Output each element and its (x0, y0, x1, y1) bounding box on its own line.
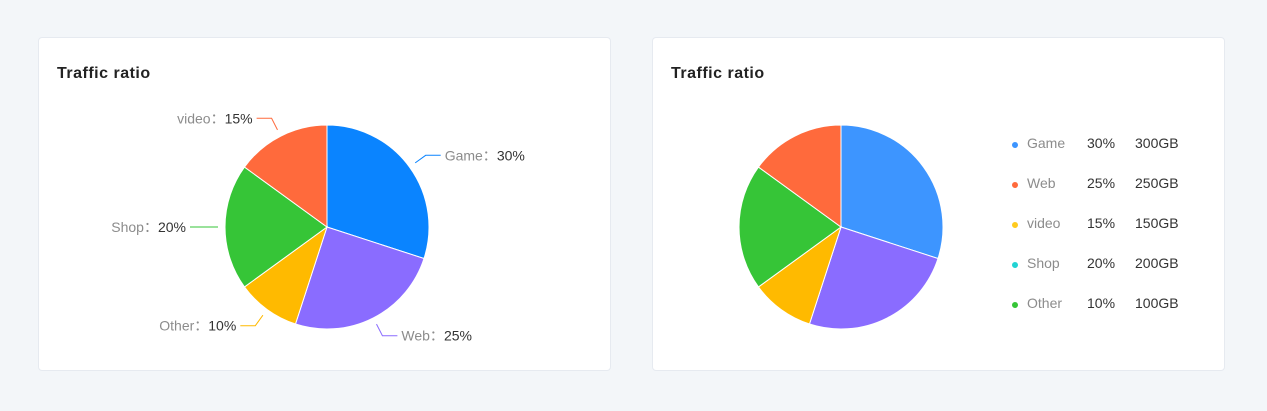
label-line-game (414, 154, 441, 164)
legend-dot-icon (1012, 302, 1018, 308)
legend-percent: 25% (1087, 175, 1116, 191)
legend-percent: 30% (1087, 135, 1116, 151)
label-line-video (256, 117, 278, 131)
pie-slice-web[interactable] (808, 226, 939, 330)
pie-slice-shop[interactable] (224, 166, 328, 288)
legend-name: video (1027, 215, 1061, 231)
legend-percent: 20% (1087, 255, 1116, 271)
traffic-ratio-card-right: Traffic ratio Game 30% 300GB Web 25% 250GB vid… (652, 37, 1225, 371)
legend-item-other[interactable]: Other 10% 100GB (1010, 295, 1210, 335)
label-line-other (240, 314, 264, 327)
legend-dot-icon (1012, 182, 1018, 188)
pie-chart-right (738, 124, 944, 330)
pie-slice-video[interactable] (243, 124, 328, 228)
legend-name: Other (1027, 295, 1063, 311)
legend-size: 200GB (1135, 255, 1179, 271)
legend-dot-icon (1012, 262, 1018, 268)
slice-label-web: Web：25% (401, 328, 472, 344)
slice-label-other: Other：10% (159, 318, 236, 334)
pie-slice-video[interactable] (757, 124, 842, 228)
card-title: Traffic ratio (671, 65, 765, 82)
legend-item-game[interactable]: Game 30% 300GB (1010, 135, 1210, 175)
legend-item-web[interactable]: Web 25% 250GB (1010, 175, 1210, 215)
traffic-ratio-card-left: Traffic ratio Game：30% Web：25% Other：10% Sh… (38, 37, 611, 371)
legend-item-shop[interactable]: Shop 20% 200GB (1010, 255, 1210, 295)
pie-slice-game[interactable] (326, 124, 430, 260)
legend-name: Shop (1027, 255, 1060, 271)
label-line-web (376, 323, 398, 337)
legend-percent: 15% (1087, 215, 1116, 231)
slice-label-shop: Shop：20% (111, 219, 186, 235)
card-title: Traffic ratio (57, 65, 151, 82)
pie-slice-shop[interactable] (738, 166, 842, 288)
pie-slice-game[interactable] (840, 124, 944, 260)
legend-name: Game (1027, 135, 1066, 151)
pie-slice-web[interactable] (294, 226, 425, 330)
legend-size: 250GB (1135, 175, 1179, 191)
legend-name: Web (1027, 175, 1056, 191)
legend-dot-icon (1012, 222, 1018, 228)
legend-percent: 10% (1087, 295, 1116, 311)
legend-size: 100GB (1135, 295, 1179, 311)
legend-dot-icon (1012, 142, 1018, 148)
legend-size: 150GB (1135, 215, 1179, 231)
slice-label-game: Game：30% (445, 147, 525, 163)
pie-legend: Game 30% 300GB Web 25% 250GB video 15% 150GB Shop… (1010, 135, 1210, 335)
legend-size: 300GB (1135, 135, 1179, 151)
slice-label-video: video：15% (177, 110, 253, 126)
pie-chart-left: Game：30% Web：25% Other：10% Shop：20% video：15… (111, 110, 525, 344)
legend-item-video[interactable]: video 15% 150GB (1010, 215, 1210, 255)
